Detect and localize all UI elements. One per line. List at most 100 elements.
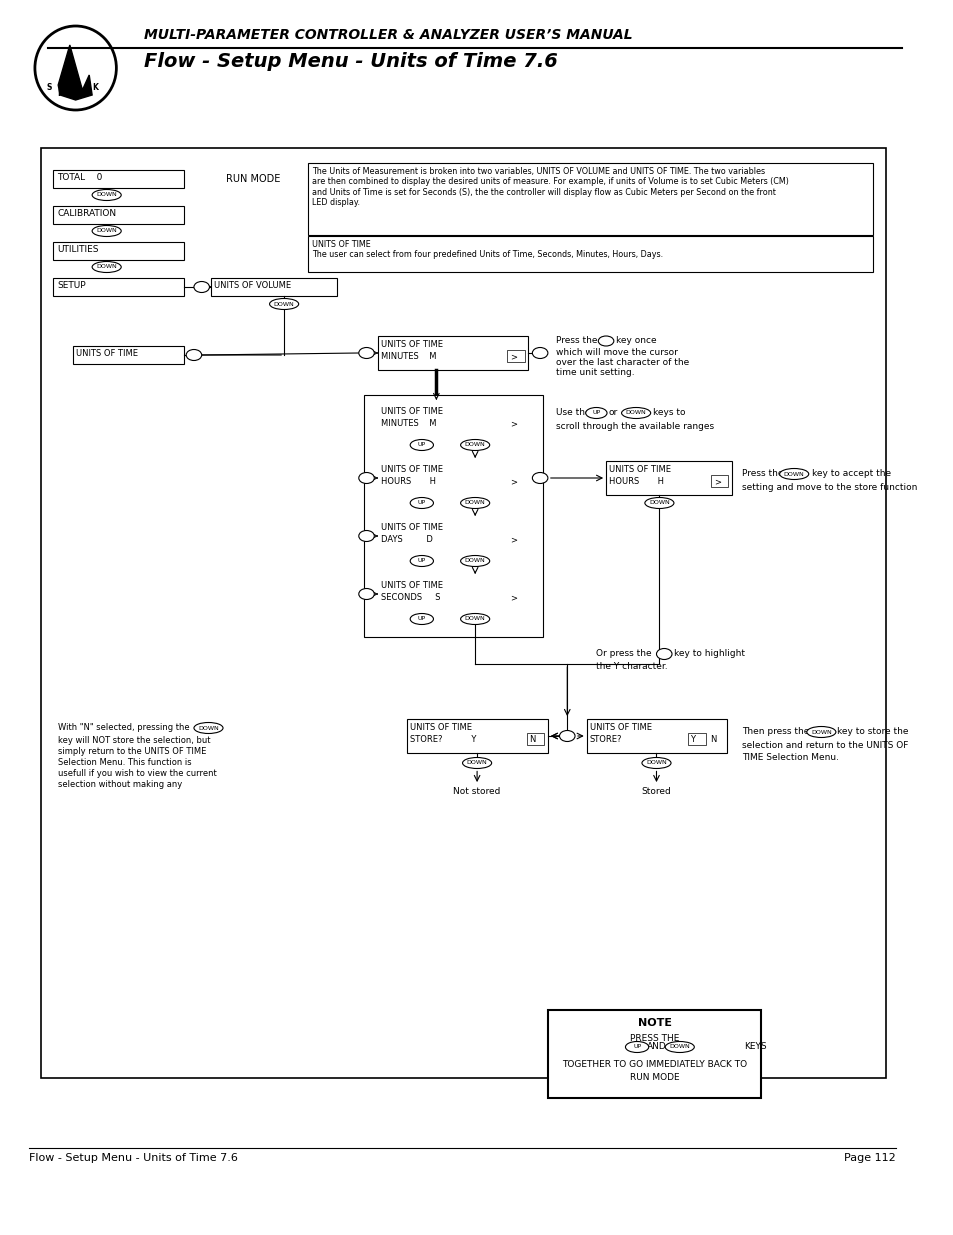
Polygon shape bbox=[58, 44, 92, 100]
Bar bbox=[212, 278, 337, 296]
Text: TOGETHER TO GO IMMEDIATELY BACK TO: TOGETHER TO GO IMMEDIATELY BACK TO bbox=[561, 1060, 746, 1070]
Text: HOURS       H: HOURS H bbox=[380, 477, 436, 487]
Bar bbox=[363, 395, 542, 637]
Text: STORE?           Y: STORE? Y bbox=[410, 735, 476, 743]
Ellipse shape bbox=[460, 498, 489, 509]
Text: UNITS OF TIME: UNITS OF TIME bbox=[608, 466, 670, 474]
Ellipse shape bbox=[644, 498, 673, 509]
Ellipse shape bbox=[410, 440, 433, 451]
Text: MINUTES    M: MINUTES M bbox=[380, 419, 436, 429]
Text: Use the: Use the bbox=[555, 408, 590, 417]
Bar bbox=[53, 278, 184, 296]
Ellipse shape bbox=[193, 722, 223, 734]
Text: UNITS OF TIME: UNITS OF TIME bbox=[380, 580, 442, 590]
Text: UNITS OF TIME: UNITS OF TIME bbox=[75, 350, 137, 358]
Bar bbox=[710, 475, 727, 487]
Text: >: > bbox=[510, 352, 517, 361]
Text: key will NOT store the selection, but: key will NOT store the selection, but bbox=[58, 736, 211, 745]
Text: Press the: Press the bbox=[741, 469, 782, 478]
Text: DOWN: DOWN bbox=[96, 264, 117, 269]
Bar bbox=[308, 236, 872, 272]
Ellipse shape bbox=[92, 189, 121, 200]
Text: DOWN: DOWN bbox=[274, 301, 294, 306]
Bar bbox=[507, 350, 524, 362]
Ellipse shape bbox=[358, 473, 374, 483]
Text: time unit setting.: time unit setting. bbox=[555, 368, 634, 377]
Text: >: > bbox=[510, 477, 517, 487]
Bar bbox=[308, 163, 872, 235]
Ellipse shape bbox=[358, 589, 374, 599]
Text: usefull if you wish to view the current: usefull if you wish to view the current bbox=[58, 769, 216, 778]
Bar bbox=[407, 719, 547, 753]
Text: UP: UP bbox=[592, 410, 599, 415]
Text: Flow - Setup Menu - Units of Time 7.6: Flow - Setup Menu - Units of Time 7.6 bbox=[29, 1153, 237, 1163]
Text: R: R bbox=[81, 89, 88, 98]
Ellipse shape bbox=[358, 531, 374, 541]
Ellipse shape bbox=[532, 473, 547, 483]
Text: DOWN: DOWN bbox=[198, 725, 218, 730]
Text: The Units of Measurement is broken into two variables, UNITS OF VOLUME and UNITS: The Units of Measurement is broken into … bbox=[312, 167, 788, 207]
Text: UNITS OF TIME: UNITS OF TIME bbox=[380, 340, 442, 350]
Ellipse shape bbox=[462, 757, 491, 768]
Text: DOWN: DOWN bbox=[96, 228, 117, 233]
Text: DAYS         D: DAYS D bbox=[380, 535, 433, 543]
Text: DOWN: DOWN bbox=[625, 410, 646, 415]
Bar bbox=[605, 461, 731, 495]
Text: PRESS THE: PRESS THE bbox=[629, 1034, 679, 1044]
Text: Flow - Setup Menu - Units of Time 7.6: Flow - Setup Menu - Units of Time 7.6 bbox=[143, 52, 557, 70]
Text: UNITS OF TIME: UNITS OF TIME bbox=[589, 722, 651, 732]
Ellipse shape bbox=[598, 336, 613, 346]
Text: scroll through the available ranges: scroll through the available ranges bbox=[555, 422, 713, 431]
Bar bbox=[72, 346, 184, 364]
Ellipse shape bbox=[806, 726, 835, 737]
Bar bbox=[507, 475, 524, 487]
Text: UP: UP bbox=[417, 442, 425, 447]
Ellipse shape bbox=[92, 262, 121, 273]
Bar bbox=[526, 734, 543, 745]
Text: simply return to the UNITS OF TIME: simply return to the UNITS OF TIME bbox=[58, 747, 207, 756]
Text: ◄►: ◄► bbox=[600, 338, 610, 345]
Text: Selection Menu. This function is: Selection Menu. This function is bbox=[58, 758, 192, 767]
Text: >: > bbox=[510, 535, 517, 543]
Text: over the last character of the: over the last character of the bbox=[555, 358, 688, 367]
Text: MULTI-PARAMETER CONTROLLER & ANALYZER USER’S MANUAL: MULTI-PARAMETER CONTROLLER & ANALYZER US… bbox=[143, 28, 632, 42]
Text: UNITS OF TIME: UNITS OF TIME bbox=[380, 408, 442, 416]
Text: DOWN: DOWN bbox=[96, 193, 117, 198]
Ellipse shape bbox=[358, 347, 374, 358]
Ellipse shape bbox=[270, 299, 298, 310]
Ellipse shape bbox=[656, 648, 671, 659]
Text: Then press the: Then press the bbox=[741, 727, 808, 736]
Text: UP: UP bbox=[417, 616, 425, 621]
Text: K: K bbox=[92, 83, 98, 91]
Bar bbox=[377, 336, 528, 370]
Text: A: A bbox=[69, 91, 74, 100]
Bar bbox=[53, 170, 184, 188]
Text: AND: AND bbox=[646, 1042, 665, 1051]
Ellipse shape bbox=[641, 757, 670, 768]
Ellipse shape bbox=[193, 282, 210, 293]
Bar bbox=[41, 148, 885, 1078]
Ellipse shape bbox=[92, 226, 121, 236]
Text: Y: Y bbox=[690, 735, 695, 743]
Bar bbox=[507, 417, 524, 429]
Ellipse shape bbox=[410, 556, 433, 567]
Bar bbox=[586, 719, 726, 753]
Text: >: > bbox=[713, 477, 720, 487]
Text: Press the: Press the bbox=[555, 336, 597, 345]
Text: UP: UP bbox=[633, 1045, 640, 1050]
Text: Or press the: Or press the bbox=[596, 650, 651, 658]
Text: DOWN: DOWN bbox=[669, 1045, 689, 1050]
Ellipse shape bbox=[779, 468, 808, 479]
Text: RUN MODE: RUN MODE bbox=[629, 1073, 679, 1082]
Ellipse shape bbox=[625, 1041, 648, 1052]
Text: UP: UP bbox=[417, 500, 425, 505]
Text: selection without making any: selection without making any bbox=[58, 781, 182, 789]
Text: N: N bbox=[529, 735, 536, 743]
Text: key once: key once bbox=[615, 336, 656, 345]
Ellipse shape bbox=[585, 408, 606, 419]
Text: key to highlight: key to highlight bbox=[673, 650, 744, 658]
Ellipse shape bbox=[460, 440, 489, 451]
Text: the Y character.: the Y character. bbox=[596, 662, 667, 671]
Text: H: H bbox=[57, 89, 63, 98]
Text: TOTAL    0: TOTAL 0 bbox=[57, 173, 103, 182]
